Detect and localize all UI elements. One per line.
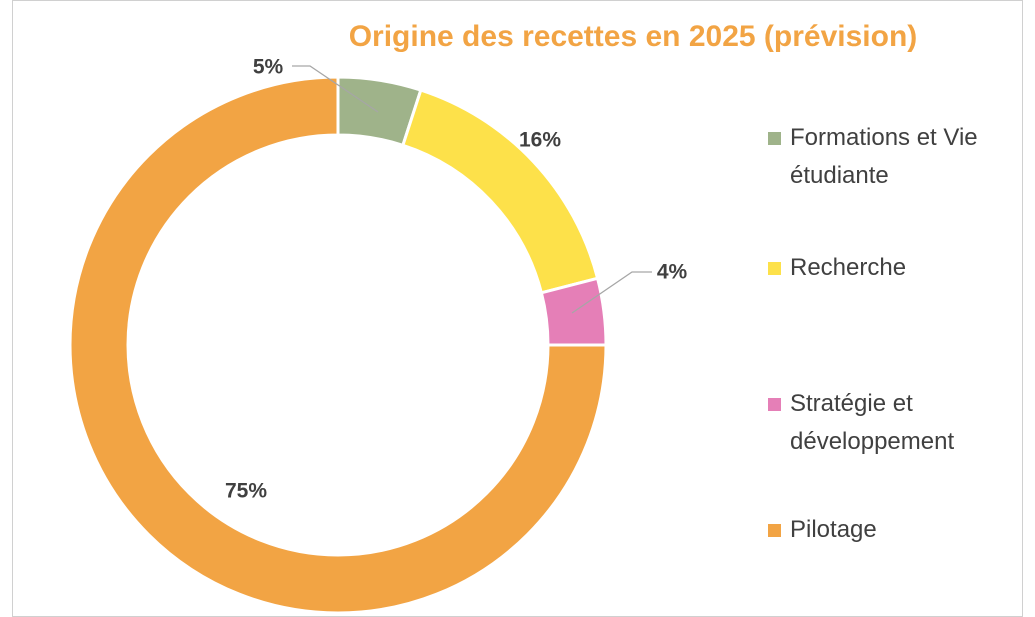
legend-swatch bbox=[768, 398, 781, 411]
data-label: 4% bbox=[657, 261, 688, 284]
data-label: 5% bbox=[253, 56, 284, 79]
legend-entry: Formations et Vie étudiante bbox=[768, 119, 1008, 195]
legend-entry: Pilotage bbox=[768, 511, 1008, 549]
legend-swatch bbox=[768, 262, 781, 275]
legend-entry: Recherche bbox=[768, 249, 1008, 287]
leader-line bbox=[292, 65, 379, 113]
legend-label: Pilotage bbox=[790, 516, 877, 543]
legend-entry: Stratégie et développement bbox=[768, 385, 1008, 461]
data-label: 75% bbox=[225, 480, 267, 503]
donut-slice bbox=[68, 75, 608, 615]
legend-swatch bbox=[768, 132, 781, 145]
legend-label: Stratégie et développement bbox=[790, 390, 955, 455]
leader-line bbox=[571, 271, 652, 314]
chart-title: Origine des recettes en 2025 (prévision) bbox=[349, 20, 918, 53]
data-label: 16% bbox=[519, 129, 561, 152]
legend-swatch bbox=[768, 524, 781, 537]
legend-label: Formations et Vie étudiante bbox=[790, 124, 978, 189]
donut-slice bbox=[401, 88, 600, 295]
legend-label: Recherche bbox=[790, 254, 907, 281]
